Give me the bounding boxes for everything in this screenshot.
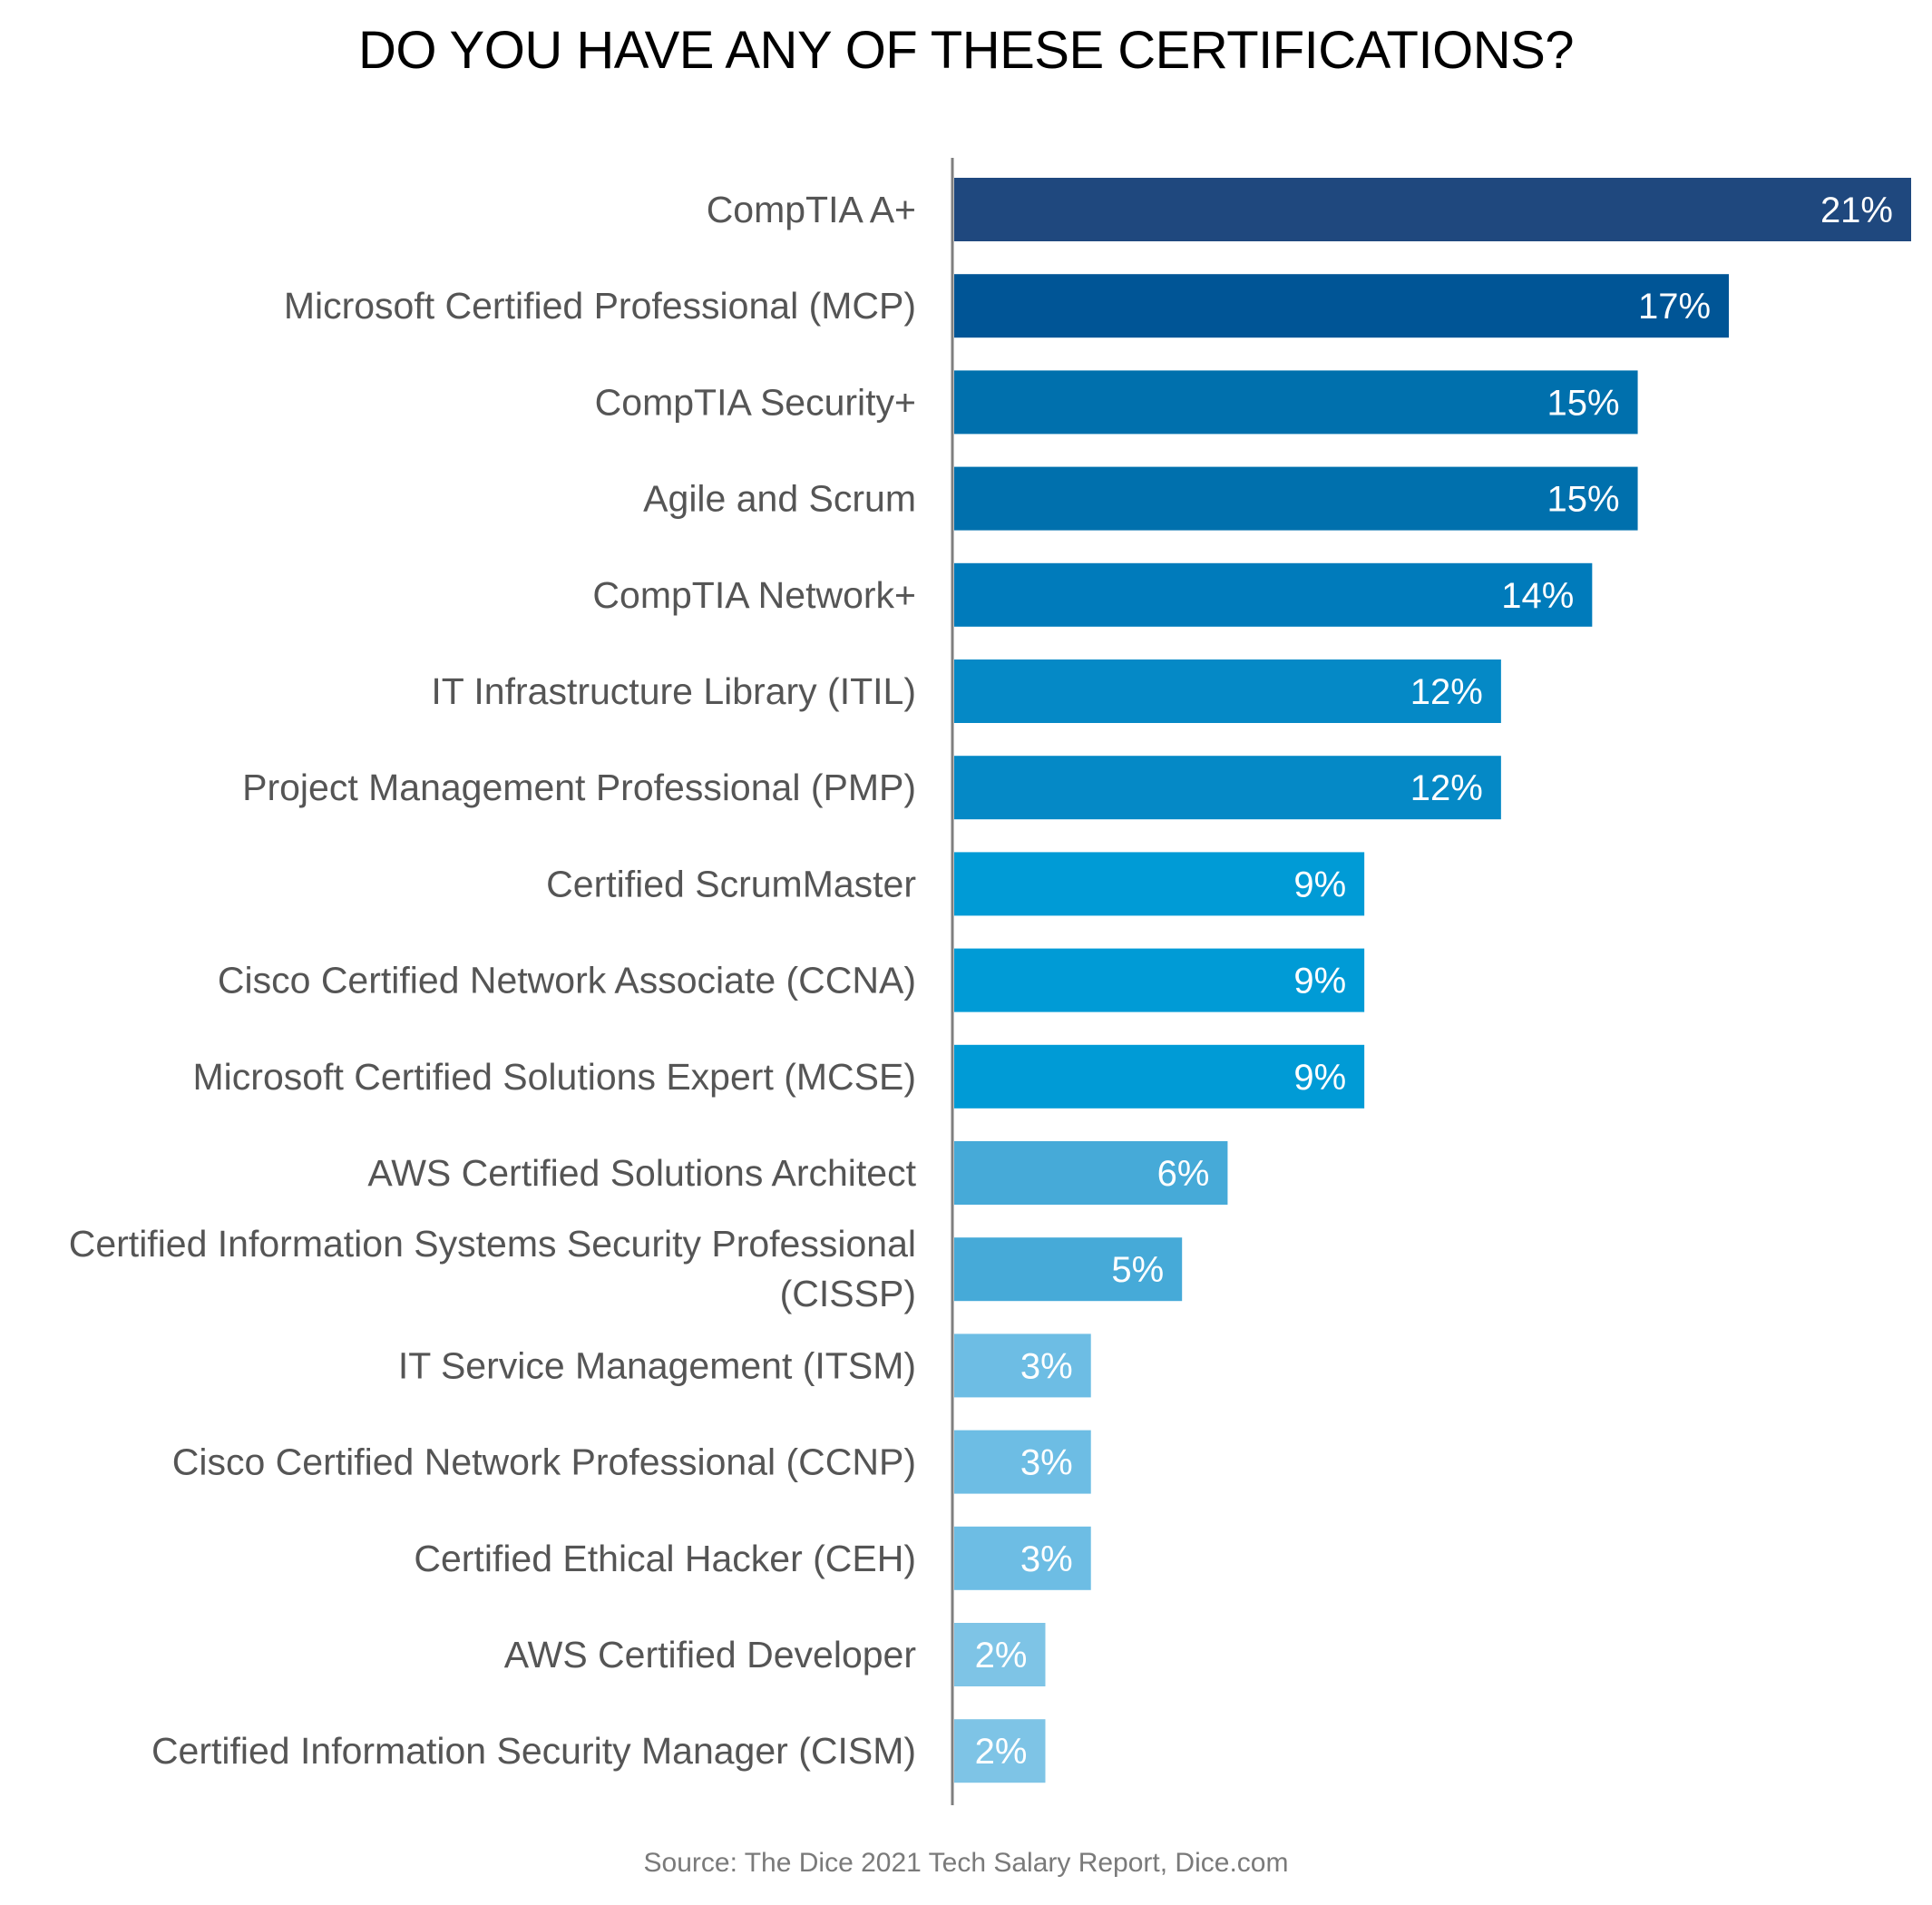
bar-value-label: 12%	[1410, 672, 1483, 712]
category-label: AWS Certified Solutions Architect	[367, 1152, 916, 1194]
bar-value-label: 2%	[975, 1636, 1028, 1675]
bar	[954, 370, 1638, 435]
category-label: CompTIA A+	[707, 189, 916, 230]
bar-value-label: 5%	[1111, 1250, 1164, 1290]
category-label: Certified Ethical Hacker (CEH)	[414, 1538, 916, 1579]
bar-value-label: 2%	[975, 1732, 1028, 1772]
bar-value-label: 3%	[1020, 1539, 1073, 1579]
category-label: Cisco Certified Network Associate (CCNA)	[218, 960, 916, 1001]
bar	[954, 178, 1911, 241]
bar	[954, 1623, 1046, 1686]
bar-value-label: 15%	[1547, 383, 1620, 423]
category-label: IT Service Management (ITSM)	[398, 1344, 916, 1386]
bar	[954, 1044, 1365, 1109]
bar	[954, 1430, 1091, 1494]
category-label: Microsoft Certified Solutions Expert (MC…	[193, 1056, 916, 1098]
bar	[954, 852, 1365, 916]
bar	[954, 1719, 1046, 1783]
category-label: Project Management Professional (PMP)	[242, 767, 916, 808]
bar-chart: 21% CompTIA A+ 17% Microsoft Certified Prof…	[69, 158, 1911, 1805]
category-label: Certified Information Security Manager (…	[151, 1730, 916, 1772]
bars-layer: 21% CompTIA A+ 17% Microsoft Certified Prof…	[69, 178, 1911, 1783]
category-label-line: (CISSP)	[780, 1273, 916, 1314]
bar	[954, 756, 1501, 820]
category-label-line: Certified Information Systems Security P…	[69, 1223, 916, 1265]
bar	[954, 948, 1365, 1012]
bar-value-label: 6%	[1157, 1154, 1210, 1194]
category-label: AWS Certified Developer	[504, 1634, 916, 1675]
bar-value-label: 21%	[1820, 190, 1893, 230]
bar-value-label: 3%	[1020, 1346, 1073, 1386]
bar	[954, 274, 1730, 338]
category-label: IT Infrastructure Library (ITIL)	[431, 670, 916, 712]
bar	[954, 1526, 1091, 1590]
bar	[954, 1141, 1228, 1205]
bar-value-label: 9%	[1293, 962, 1346, 1001]
bar	[954, 562, 1593, 627]
chart-title: DO YOU HAVE ANY OF THESE CERTIFICATIONS?	[357, 21, 1575, 80]
bar	[954, 1334, 1091, 1398]
bar-value-label: 17%	[1638, 287, 1711, 327]
category-label: Certified ScrumMaster	[546, 863, 916, 904]
bar-value-label: 15%	[1547, 480, 1620, 520]
category-label: CompTIA Network+	[592, 574, 916, 616]
category-label: Cisco Certified Network Professional (CC…	[172, 1441, 916, 1483]
bar-value-label: 9%	[1293, 865, 1346, 904]
source-note: Source: The Dice 2021 Tech Salary Report…	[643, 1848, 1289, 1878]
bar-value-label: 12%	[1410, 768, 1483, 808]
bar	[954, 1237, 1183, 1302]
bar-value-label: 3%	[1020, 1443, 1073, 1483]
bar-value-label: 14%	[1501, 576, 1574, 616]
category-label: Microsoft Certified Professional (MCP)	[284, 285, 916, 327]
bar-value-label: 9%	[1293, 1058, 1346, 1098]
bar	[954, 659, 1501, 723]
category-label: Agile and Scrum	[643, 478, 916, 520]
bar	[954, 466, 1638, 531]
category-label: CompTIA Security+	[595, 381, 916, 423]
category-label: Certified Information Systems Security P…	[69, 1223, 916, 1314]
